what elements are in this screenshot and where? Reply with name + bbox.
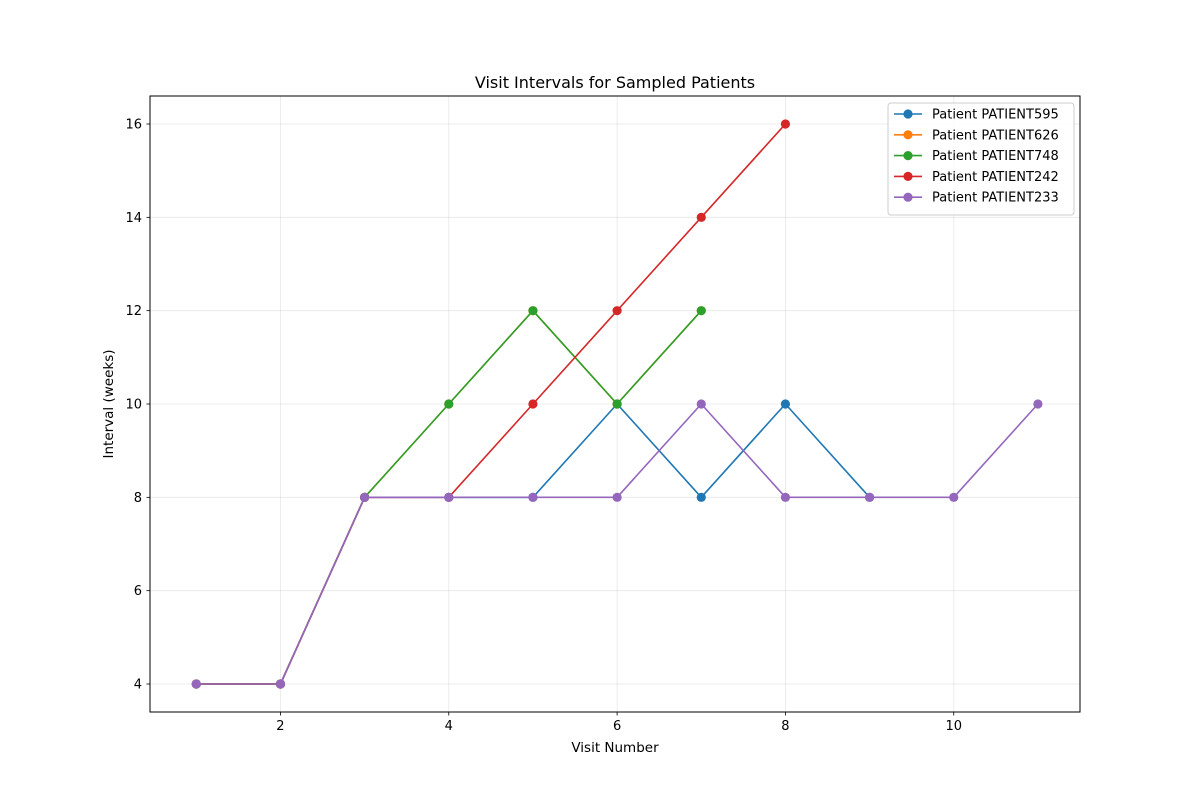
legend-box [887, 102, 1075, 216]
data-point [949, 492, 959, 502]
x-tick-label: 2 [276, 719, 284, 734]
legend-item: Patient PATIENT242 [894, 170, 1059, 185]
x-tick-label: 8 [781, 719, 789, 734]
data-point [780, 492, 791, 502]
data-point [696, 492, 706, 502]
data-point [528, 306, 538, 316]
legend-label: Patient PATIENT233 [932, 191, 1059, 206]
data-point [696, 399, 706, 409]
y-tick-label: 4 [134, 678, 142, 693]
legend-item: Patient PATIENT748 [894, 149, 1059, 164]
series-4 [191, 399, 1043, 689]
legend-item: Patient PATIENT233 [894, 191, 1059, 206]
y-axis-label: Interval (weeks) [101, 349, 117, 458]
y-axis-ticks: 4 6 8 10 12 14 16 [125, 118, 150, 693]
legend-marker [903, 171, 913, 181]
legend-item: Patient PATIENT626 [894, 128, 1059, 143]
legend-label: Patient PATIENT626 [932, 128, 1059, 143]
data-point [612, 399, 622, 409]
data-point [696, 212, 706, 222]
data-point [864, 492, 875, 502]
data-point [191, 679, 201, 689]
data-point [528, 492, 538, 502]
legend-marker [903, 109, 913, 119]
legend-marker [903, 151, 913, 161]
x-tick-label: 6 [613, 719, 621, 734]
legend-item: Patient PATIENT595 [894, 108, 1059, 123]
data-point [696, 306, 706, 316]
x-tick-label: 10 [945, 719, 962, 734]
y-tick-label: 12 [125, 304, 142, 319]
x-tick-label: 4 [445, 719, 453, 734]
data-point [780, 399, 791, 409]
legend-label: Patient PATIENT242 [932, 170, 1059, 185]
data-point [612, 492, 622, 502]
y-tick-label: 14 [125, 211, 142, 226]
y-tick-label: 8 [134, 491, 142, 506]
x-axis-ticks: 2 4 6 8 10 [276, 712, 962, 734]
y-tick-label: 10 [125, 398, 142, 413]
series-layer [191, 119, 1043, 689]
data-point [1033, 399, 1043, 409]
y-tick-label: 16 [125, 118, 142, 133]
legend-marker [903, 130, 913, 140]
legend-label: Patient PATIENT748 [932, 149, 1059, 164]
data-point [444, 492, 454, 502]
legend-marker [903, 192, 913, 202]
y-tick-label: 6 [134, 584, 142, 599]
data-point [528, 399, 538, 409]
data-point [275, 679, 286, 689]
data-point [780, 119, 791, 129]
x-axis-label: Visit Number [571, 740, 659, 756]
data-point [444, 399, 454, 409]
legend-label: Patient PATIENT595 [932, 108, 1059, 123]
chart-title: Visit Intervals for Sampled Patients [475, 73, 755, 92]
legend: Patient PATIENT595 Patient PATIENT626 Pati… [887, 102, 1075, 216]
data-point [612, 306, 622, 316]
data-point [360, 492, 370, 502]
